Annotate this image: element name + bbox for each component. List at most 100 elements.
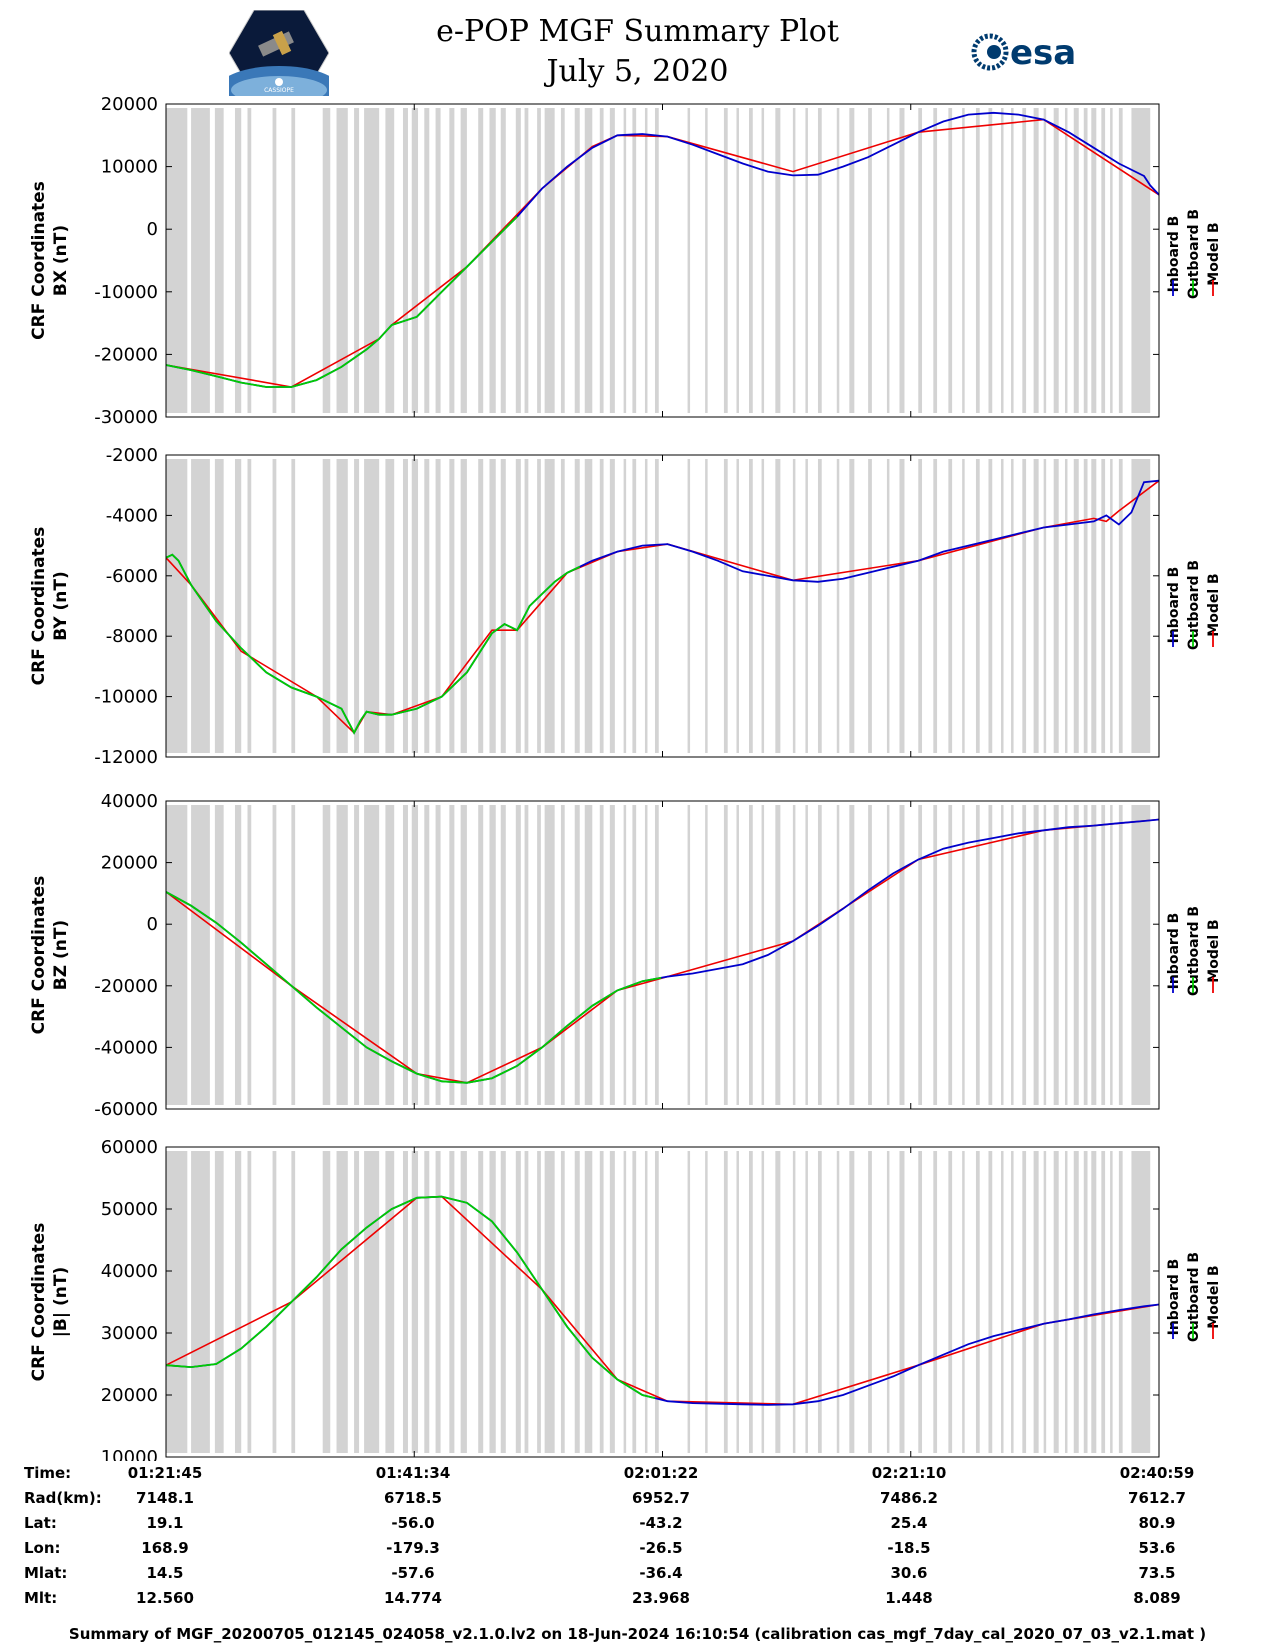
data-gap-shade bbox=[234, 108, 242, 413]
y-axis-title: CRF Coordinates bbox=[29, 527, 49, 686]
data-gap-shade bbox=[354, 108, 360, 413]
data-gap-shade bbox=[584, 108, 593, 413]
data-gap-shade bbox=[775, 108, 781, 413]
data-gap-shade bbox=[962, 108, 965, 413]
legend-model-label: Model B bbox=[1206, 919, 1222, 982]
data-gap-shade bbox=[736, 108, 739, 413]
data-gap-shade bbox=[632, 805, 637, 1105]
data-gap-shade bbox=[609, 1151, 615, 1453]
data-gap-shade bbox=[1022, 459, 1027, 753]
data-gap-shade bbox=[364, 805, 380, 1105]
data-gap-shade bbox=[705, 108, 708, 413]
data-gap-shade bbox=[584, 805, 593, 1105]
y-tick-label: -2000 bbox=[106, 445, 158, 466]
data-gap-shade bbox=[322, 805, 331, 1105]
data-gap-shade bbox=[761, 459, 765, 753]
data-gap-shade bbox=[449, 459, 455, 753]
data-gap-shade bbox=[805, 1151, 808, 1453]
data-gap-shade bbox=[1083, 108, 1088, 413]
data-gap-shade bbox=[322, 1151, 331, 1453]
data-gap-shade bbox=[1043, 1151, 1047, 1453]
time-tick-label: 02:21:10 bbox=[871, 1464, 947, 1482]
data-gap-shade bbox=[644, 108, 648, 413]
y-tick-label: -10000 bbox=[94, 687, 158, 708]
data-gap-shade bbox=[805, 108, 808, 413]
chart-panel-2: -12000 -10000 -8000 -6000 -4000 -2000 CRF Coor… bbox=[29, 445, 1222, 768]
data-gap-shade bbox=[1110, 805, 1113, 1105]
data-gap-shade bbox=[478, 805, 484, 1105]
data-gap-shade bbox=[584, 459, 593, 753]
data-gap-shade bbox=[775, 459, 781, 753]
data-gap-shade bbox=[1011, 1151, 1014, 1453]
info-label: Lat: bbox=[24, 1514, 57, 1532]
data-gap-shade bbox=[899, 805, 905, 1105]
time-tick-label: 01:41:34 bbox=[375, 1464, 451, 1482]
data-gap-shade bbox=[962, 459, 965, 753]
info-label: Rad(km): bbox=[24, 1489, 102, 1507]
data-gap-shade bbox=[1110, 459, 1113, 753]
y-tick-label: 20000 bbox=[101, 94, 158, 115]
outboard-b-line bbox=[165, 1195, 656, 1399]
info-value: -57.6 bbox=[391, 1564, 435, 1582]
data-gap-shade bbox=[654, 805, 659, 1105]
data-gap-shade bbox=[886, 108, 890, 413]
data-gap-shade bbox=[478, 1151, 484, 1453]
y-tick-label: 20000 bbox=[101, 853, 158, 874]
data-gap-shade bbox=[868, 459, 872, 753]
data-gap-shade bbox=[805, 459, 808, 753]
data-gap-shade bbox=[899, 108, 905, 413]
data-gap-shade bbox=[291, 108, 296, 413]
data-gap-shade bbox=[836, 1151, 840, 1453]
info-value: 14.774 bbox=[384, 1589, 442, 1607]
data-gap-shade bbox=[411, 108, 419, 413]
data-gap-shade bbox=[687, 805, 691, 1105]
data-gap-shade bbox=[723, 805, 728, 1105]
time-tick-label: 01:21:45 bbox=[127, 1464, 203, 1482]
data-gap-shade bbox=[489, 108, 496, 413]
data-gap-shade bbox=[1073, 805, 1079, 1105]
legend-inboard-label: Inboard B bbox=[1166, 216, 1182, 293]
data-gap-shade bbox=[687, 108, 691, 413]
data-gap-shade bbox=[805, 805, 808, 1105]
info-value: 12.560 bbox=[136, 1589, 194, 1607]
data-gap-shade bbox=[1053, 805, 1059, 1105]
time-tick-label: 02:40:59 bbox=[1119, 1464, 1195, 1482]
info-value: 19.1 bbox=[146, 1514, 184, 1532]
legend-outboard-label: Outboard B bbox=[1186, 1252, 1202, 1342]
data-gap-shade bbox=[1011, 459, 1014, 753]
plot-date: July 5, 2020 bbox=[546, 54, 729, 89]
data-gap-shade bbox=[1101, 1151, 1106, 1453]
data-gap-shade bbox=[1043, 459, 1047, 753]
data-gap-shade bbox=[761, 1151, 765, 1453]
data-gap-shade bbox=[537, 1151, 541, 1453]
legend-inboard-label: Inboard B bbox=[1166, 567, 1182, 644]
data-gap-shade bbox=[460, 805, 467, 1105]
data-gap-shade bbox=[385, 459, 395, 753]
data-gap-shade bbox=[449, 805, 455, 1105]
data-gap-shade bbox=[948, 805, 953, 1105]
info-value: -18.5 bbox=[887, 1539, 931, 1557]
data-gap-shade bbox=[1091, 459, 1097, 753]
data-gap-shade bbox=[574, 108, 580, 413]
info-value: -56.0 bbox=[391, 1514, 435, 1532]
info-label: Lon: bbox=[24, 1539, 61, 1557]
data-gap-shade bbox=[1073, 459, 1079, 753]
data-gap-shade bbox=[918, 459, 923, 753]
data-gap-shade bbox=[1083, 1151, 1088, 1453]
data-gap-shade bbox=[1073, 1151, 1079, 1453]
data-gap-shade bbox=[948, 108, 953, 413]
data-gap-shade bbox=[449, 1151, 455, 1453]
data-gap-shade bbox=[214, 108, 224, 413]
inboard-b-line bbox=[165, 1195, 1160, 1406]
y-tick-label: -60000 bbox=[94, 1099, 158, 1120]
info-value: 7148.1 bbox=[136, 1489, 194, 1507]
data-gap-shade bbox=[537, 108, 541, 413]
data-gap-shade bbox=[886, 459, 890, 753]
data-gap-shade bbox=[988, 805, 993, 1105]
data-gap-shade bbox=[1091, 108, 1097, 413]
data-gap-shade bbox=[849, 459, 855, 753]
info-value: 6718.5 bbox=[384, 1489, 442, 1507]
inboard-b-line bbox=[165, 818, 1160, 1084]
legend-model-label: Model B bbox=[1206, 1265, 1222, 1328]
